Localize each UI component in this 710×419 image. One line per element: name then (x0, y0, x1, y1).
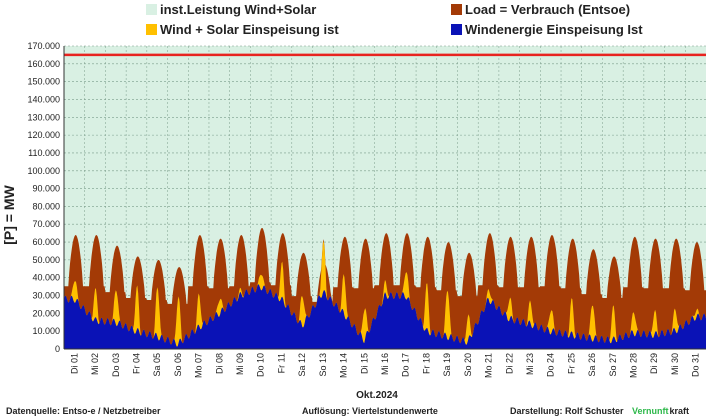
x-tick-label: Do 03 (111, 353, 121, 377)
y-tick-label: 120.000 (27, 130, 60, 140)
y-tick-label: 110.000 (28, 148, 60, 158)
x-tick-label: Mo 21 (484, 353, 494, 378)
legend-label-wind-solar: Wind + Solar Einspeisung ist (160, 22, 339, 37)
x-tick-label: Mo 28 (629, 353, 639, 378)
legend: inst.Leistung Wind+Solar Wind + Solar Ei… (146, 2, 643, 37)
x-tick-label: Di 22 (504, 353, 514, 374)
footer: Datenquelle: Entso-e / Netzbetreiber Auf… (6, 406, 689, 416)
x-tick-label: Mi 16 (380, 353, 390, 375)
x-axis-label: Okt.2024 (356, 390, 398, 401)
y-tick-label: 90.000 (32, 184, 60, 194)
x-tick-label: Do 10 (256, 353, 266, 377)
footer-resolution: Auflösung: Viertelstundenwerte (302, 406, 438, 416)
y-tick-label: 100.000 (27, 166, 60, 176)
x-tick-label: Mo 07 (194, 353, 204, 378)
legend-swatch-wind-solar (146, 24, 157, 35)
x-axis-ticks: Di 01 Mi 02 Do 03 Fr 04 Sa 05 So 06 Mo 07 Di 08… (69, 353, 700, 378)
y-tick-label: 140.000 (27, 94, 60, 104)
x-tick-label: Do 17 (401, 353, 411, 377)
x-tick-label: Di 01 (69, 353, 79, 374)
x-tick-label: Mo 14 (339, 353, 349, 378)
y-tick-label: 40.000 (32, 273, 60, 283)
x-tick-label: Fr 11 (276, 353, 286, 373)
y-tick-label: 80.000 (32, 201, 60, 211)
footer-brand-dark: kraft (670, 406, 690, 416)
y-tick-label: 130.000 (27, 112, 60, 122)
legend-swatch-load (451, 4, 462, 15)
x-tick-label: Mi 09 (235, 353, 245, 375)
x-tick-label: Di 08 (214, 353, 224, 374)
x-tick-label: Fr 04 (131, 353, 141, 374)
legend-label-wind: Windenergie Einspeisung Ist (465, 22, 643, 37)
x-tick-label: Mi 30 (670, 353, 680, 375)
legend-label-load: Load = Verbrauch (Entsoe) (465, 2, 630, 17)
x-tick-label: So 13 (318, 353, 328, 377)
x-tick-label: Mi 23 (525, 353, 535, 375)
x-tick-label: Fr 18 (421, 353, 431, 374)
y-tick-label: 150.000 (27, 77, 60, 87)
footer-author: Darstellung: Rolf Schuster (510, 406, 624, 416)
y-tick-label: 30.000 (32, 291, 60, 301)
series-wind-area (64, 284, 706, 349)
y-tick-label: 60.000 (32, 237, 60, 247)
y-tick-label: 160.000 (27, 59, 60, 69)
x-tick-label: Sa 05 (152, 353, 162, 377)
y-tick-label: 70.000 (32, 219, 60, 229)
y-tick-label: 50.000 (32, 255, 60, 265)
x-tick-label: So 27 (608, 353, 618, 377)
x-tick-label: Sa 12 (297, 353, 307, 377)
y-tick-label: 0 (55, 344, 60, 354)
x-tick-label: Sa 19 (442, 353, 452, 377)
legend-label-installed: inst.Leistung Wind+Solar (160, 2, 316, 17)
x-tick-label: Do 24 (546, 353, 556, 377)
x-tick-label: Fr 25 (566, 353, 576, 374)
y-axis-ticks: 0 10.000 20.000 30.000 40.000 50.000 60.000 70.… (27, 41, 60, 354)
x-tick-label: Mi 02 (90, 353, 100, 375)
x-tick-label: Di 15 (359, 353, 369, 374)
y-axis-label: [P] = MW (1, 184, 17, 244)
legend-swatch-wind (451, 24, 462, 35)
y-tick-label: 170.000 (27, 41, 60, 51)
footer-brand-green: Vernunft (632, 406, 669, 416)
legend-swatch-installed (146, 4, 157, 15)
x-tick-label: So 06 (173, 353, 183, 377)
y-tick-label: 20.000 (32, 308, 60, 318)
x-tick-label: Di 29 (649, 353, 659, 374)
x-tick-label: Do 31 (691, 353, 701, 377)
footer-source: Datenquelle: Entso-e / Netzbetreiber (6, 406, 161, 416)
footer-brand: Vernunftkraft (632, 406, 689, 416)
x-tick-label: So 20 (463, 353, 473, 377)
y-tick-label: 10.000 (32, 326, 60, 336)
x-tick-label: Sa 26 (587, 353, 597, 377)
